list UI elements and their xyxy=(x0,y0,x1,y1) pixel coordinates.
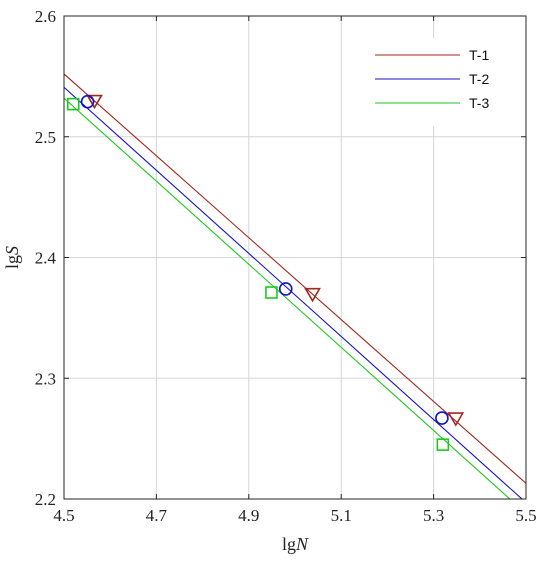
fit-lines xyxy=(64,73,526,499)
data-point-t-3-2 xyxy=(265,286,278,299)
legend-box xyxy=(364,38,514,126)
x-axis-label-prefix: lg xyxy=(282,534,296,554)
y-axis-label-prefix: lg xyxy=(2,255,22,269)
data-point-t-2-3 xyxy=(435,411,449,425)
x-tick-label: 5.5 xyxy=(515,506,536,525)
x-axis-label-variable: N xyxy=(295,534,309,554)
legend-label-t-1: T-1 xyxy=(469,47,489,63)
y-tick-label: 2.4 xyxy=(35,249,57,268)
legend: T-1 T-2 T-3 xyxy=(364,38,514,126)
data-point-t-3-1 xyxy=(66,97,80,111)
y-tick-label: 2.6 xyxy=(35,7,56,26)
legend-label-t-2: T-2 xyxy=(469,71,489,87)
data-point-t-2-1 xyxy=(80,94,95,109)
data-point-t-3-3 xyxy=(436,438,450,451)
ticks xyxy=(63,15,527,500)
x-tick-label: 5.3 xyxy=(423,506,444,525)
y-tick-label: 2.2 xyxy=(35,490,56,509)
data-point-t-1-3 xyxy=(447,412,465,427)
x-axis-label: lgN xyxy=(282,534,309,554)
y-axis-label-variable: S xyxy=(2,246,22,255)
x-tick-label: 5.1 xyxy=(331,506,352,525)
y-tick-label: 2.5 xyxy=(35,128,56,147)
x-tick-label: 4.7 xyxy=(146,506,168,525)
legend-label-t-3: T-3 xyxy=(469,95,489,111)
data-point-t-1-2 xyxy=(304,287,321,303)
y-tick-label: 2.3 xyxy=(35,369,56,388)
data-markers xyxy=(66,94,465,451)
data-point-t-2-2 xyxy=(278,282,293,296)
x-tick-label: 4.5 xyxy=(53,506,74,525)
fit-line-t-3 xyxy=(64,97,511,499)
tick-labels: 4.5 4.7 4.9 5.1 5.3 5.5 2.2 2.3 2.4 2.5 2.6 xyxy=(35,7,537,525)
fit-line-t-1 xyxy=(64,73,526,484)
data-point-t-1-1 xyxy=(86,94,103,110)
fit-line-t-2 xyxy=(64,86,523,499)
x-tick-label: 4.9 xyxy=(238,506,259,525)
y-axis-label: lgS xyxy=(2,246,22,269)
